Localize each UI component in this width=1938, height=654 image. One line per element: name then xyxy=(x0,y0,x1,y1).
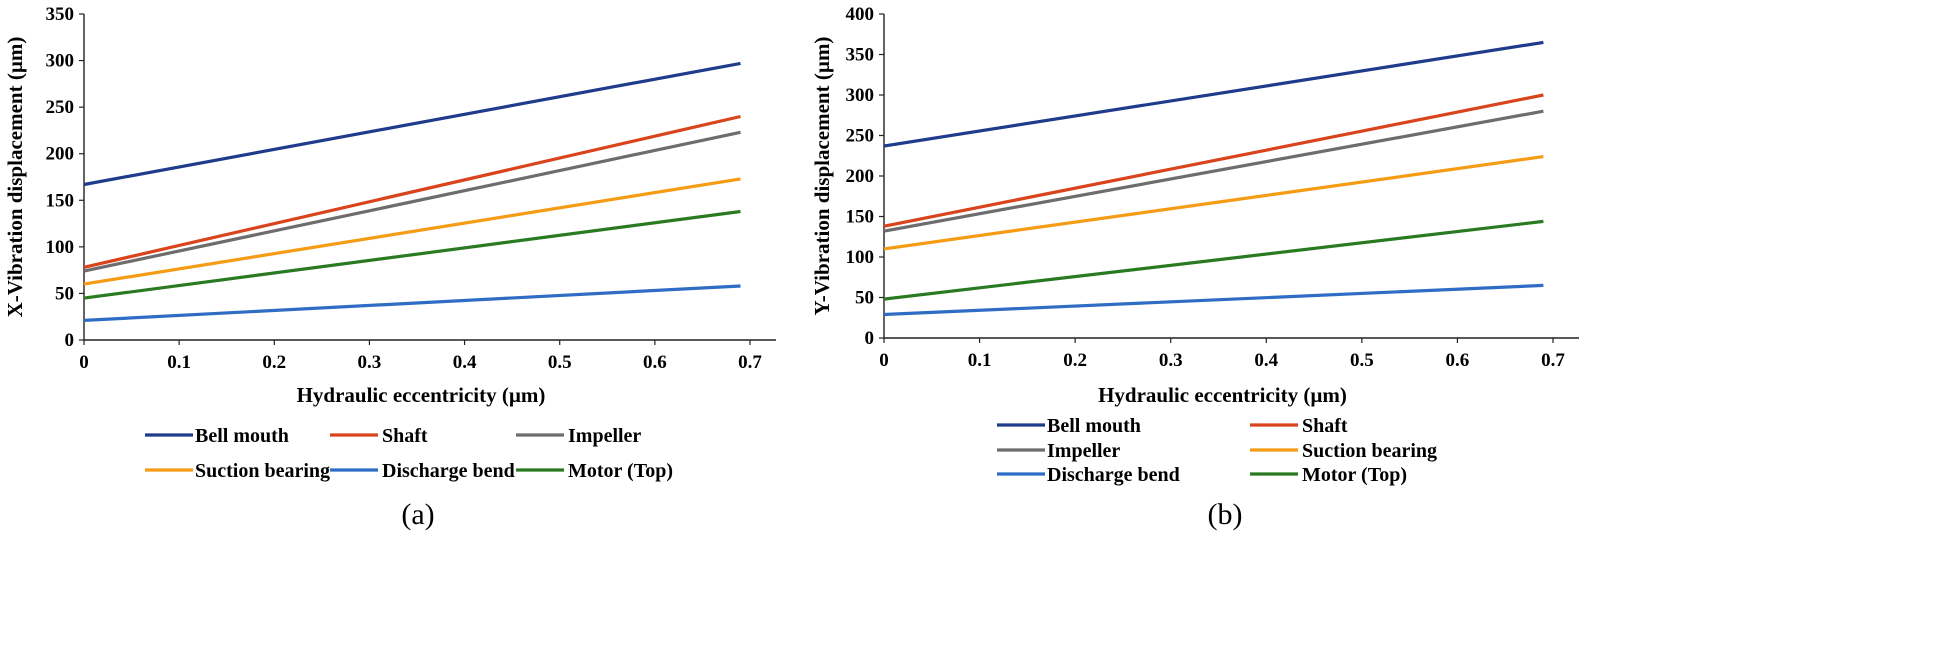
x-tick-label: 0.7 xyxy=(738,352,762,373)
legend-label-discharge-bend: Discharge bend xyxy=(382,460,515,482)
y-tick-label: 150 xyxy=(846,207,875,228)
x-tick-label: 0.2 xyxy=(1063,350,1087,371)
x-tick-label: 0.3 xyxy=(1159,350,1183,371)
series-line-motor-top xyxy=(83,209,741,300)
series-line-bell-mouth xyxy=(883,40,1544,148)
y-tick-label: 200 xyxy=(846,166,875,187)
y-tick-label: 0 xyxy=(65,330,75,351)
y-tick-label: 150 xyxy=(46,190,75,211)
chart-a: 0 50 100 150 200 250 300 350 0 0.1 0.2 0.3 0.4 0.5 0.6… xyxy=(3,4,776,531)
x-tick-label: 0.1 xyxy=(968,350,992,371)
series-line-suction-bearing xyxy=(83,177,741,286)
legend-label-impeller: Impeller xyxy=(568,425,641,447)
x-tick-label: 0.3 xyxy=(358,352,382,373)
y-tick-label: 50 xyxy=(855,288,874,309)
y-tick-label: 50 xyxy=(55,283,74,304)
legend: Bell mouth Shaft Impeller Suction bearing Di… xyxy=(997,415,1437,486)
series-line-shaft xyxy=(83,114,741,269)
y-axis-title: X-Vibration displacement (µm) xyxy=(3,37,27,318)
legend-label-suction-bearing: Suction bearing xyxy=(195,460,330,482)
legend-label-shaft: Shaft xyxy=(1302,415,1348,437)
y-axis-title: Y-Vibration displacement (µm) xyxy=(810,37,834,316)
x-tick-label: 0.5 xyxy=(1350,350,1374,371)
legend-label-motor-top: Motor (Top) xyxy=(1302,464,1407,486)
x-tick-label: 0.2 xyxy=(262,352,286,373)
series-line-discharge-bend xyxy=(83,284,741,322)
y-tick-label: 200 xyxy=(46,144,75,165)
x-tick-label: 0.4 xyxy=(453,352,477,373)
series-line-motor-top xyxy=(883,219,1544,301)
legend-label-bell-mouth: Bell mouth xyxy=(1047,415,1141,437)
y-tick-label: 250 xyxy=(46,97,75,118)
x-tick-label: 0 xyxy=(79,352,89,373)
legend: Bell mouth Shaft Impeller Suction bearing Di… xyxy=(145,425,673,482)
x-tick-label: 0.5 xyxy=(548,352,572,373)
legend-label-motor-top: Motor (Top) xyxy=(568,460,673,482)
series-line-shaft xyxy=(883,93,1544,228)
y-tick-label: 350 xyxy=(46,4,75,25)
x-tick-label: 0.4 xyxy=(1254,350,1278,371)
y-tick-label: 0 xyxy=(865,328,875,349)
x-tick-label: 0.6 xyxy=(643,352,667,373)
x-tick-label: 0 xyxy=(879,350,889,371)
x-tick-label: 0.7 xyxy=(1541,350,1565,371)
series-line-bell-mouth xyxy=(83,61,741,187)
x-axis-title: Hydraulic eccentricity (µm) xyxy=(297,383,546,407)
y-tick-label: 100 xyxy=(46,237,75,258)
figure-caption: (a) xyxy=(401,498,434,531)
y-tick-label: 250 xyxy=(846,126,875,147)
figure-caption: (b) xyxy=(1208,498,1243,531)
y-tick-label: 300 xyxy=(46,51,75,72)
series-line-discharge-bend xyxy=(883,283,1544,317)
legend-label-shaft: Shaft xyxy=(382,425,428,447)
y-tick-label: 350 xyxy=(846,45,875,66)
legend-label-impeller: Impeller xyxy=(1047,440,1120,462)
x-axis-title: Hydraulic eccentricity (µm) xyxy=(1098,383,1347,407)
legend-label-suction-bearing: Suction bearing xyxy=(1302,440,1437,462)
x-tick-label: 0.1 xyxy=(167,352,191,373)
series-line-impeller xyxy=(83,130,741,273)
x-tick-label: 0.6 xyxy=(1446,350,1470,371)
y-tick-label: 300 xyxy=(846,85,875,106)
chart-b: 0 50 100 150 200 250 300 350 400 0 0.1 0.2 0.3 0.4 0.5… xyxy=(810,4,1579,531)
legend-label-discharge-bend: Discharge bend xyxy=(1047,464,1180,486)
series-line-suction-bearing xyxy=(883,155,1544,251)
y-tick-label: 100 xyxy=(846,247,875,268)
series-line-impeller xyxy=(883,109,1544,233)
y-tick-label: 400 xyxy=(846,4,875,25)
legend-label-bell-mouth: Bell mouth xyxy=(195,425,289,447)
